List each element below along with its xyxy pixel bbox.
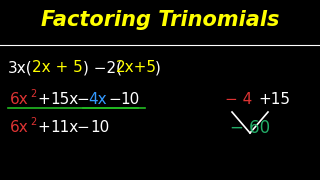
Text: 6x: 6x	[10, 93, 29, 107]
Text: +: +	[37, 93, 50, 107]
Text: 3x(: 3x(	[8, 60, 33, 75]
Text: − 4: − 4	[225, 93, 252, 107]
Text: 4x: 4x	[88, 93, 107, 107]
Text: ): )	[155, 60, 161, 75]
Text: 15x: 15x	[50, 93, 78, 107]
Text: 2x + 5: 2x + 5	[32, 60, 83, 75]
Text: 10: 10	[120, 93, 139, 107]
Text: 2: 2	[30, 89, 36, 99]
Text: −: −	[76, 93, 89, 107]
Text: 2: 2	[30, 117, 36, 127]
Text: ) −2(: ) −2(	[83, 60, 122, 75]
Text: Factoring Trinomials: Factoring Trinomials	[41, 10, 279, 30]
Text: 11x: 11x	[50, 120, 78, 136]
Text: 2x+5: 2x+5	[116, 60, 157, 75]
Text: −: −	[108, 93, 121, 107]
Text: +: +	[37, 120, 50, 136]
Text: 10: 10	[90, 120, 109, 136]
Text: 6x: 6x	[10, 120, 29, 136]
Text: − 60: − 60	[230, 119, 270, 137]
Text: +15: +15	[258, 93, 290, 107]
Text: −: −	[76, 120, 89, 136]
